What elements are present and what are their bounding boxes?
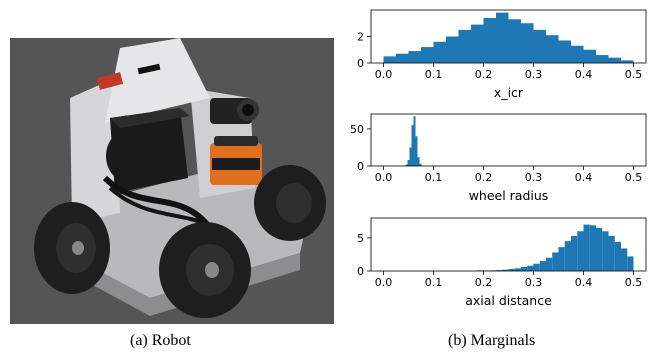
plot-frame xyxy=(370,217,647,272)
histogram-bar xyxy=(521,267,528,271)
x-tick-label: 0.5 xyxy=(625,68,643,81)
x-tick-label: 0.0 xyxy=(375,68,393,81)
histogram-bar xyxy=(413,116,416,166)
y-tick-label: 0 xyxy=(357,160,364,173)
x-tick-label: 0.1 xyxy=(425,171,443,184)
wheel-rear-right xyxy=(254,165,326,241)
histogram-bar xyxy=(558,40,571,63)
x-tick-label: 0.1 xyxy=(425,276,443,289)
histogram-bar xyxy=(421,47,434,63)
histogram-bar xyxy=(627,256,634,271)
histogram-bar xyxy=(415,136,418,166)
histogram-axial-distance: 0.0 0.1 0.2 0.3 0.4 0.5 0 5 axial distance xyxy=(357,217,647,308)
red-tag xyxy=(96,72,124,90)
robot-photo xyxy=(10,38,334,324)
histogram-bar xyxy=(508,269,515,271)
x-tick-label: 0.0 xyxy=(375,276,393,289)
histogram-bar xyxy=(483,17,496,63)
x-axis-label: wheel radius xyxy=(469,188,549,203)
camera-lens-inner xyxy=(242,104,254,116)
caption-marginals: (b) Marginals xyxy=(448,332,536,349)
histogram-bar xyxy=(458,29,471,64)
histogram-bar xyxy=(433,41,446,63)
histogram-wheel-radius: 0.0 0.1 0.2 0.3 0.4 0.5 0 50 wheel radius xyxy=(350,113,647,203)
x-tick-label: 0.3 xyxy=(525,276,543,289)
lidar-window xyxy=(212,158,260,170)
y-tick-label: 50 xyxy=(350,123,364,136)
top-plate xyxy=(105,38,210,123)
histogram-bar xyxy=(396,53,409,63)
histogram-bar xyxy=(583,224,590,272)
histogram-bar xyxy=(383,56,396,64)
histogram-bar xyxy=(571,235,578,271)
electronics-box-top xyxy=(110,108,190,128)
histogram-bar xyxy=(521,23,534,63)
cable-bundle xyxy=(102,175,213,230)
plot-frame xyxy=(370,113,647,167)
histogram-bar xyxy=(471,24,484,63)
wheel-front-left xyxy=(34,202,110,294)
histogram-bar xyxy=(411,125,414,166)
chassis-side xyxy=(65,253,300,316)
histogram-bar xyxy=(608,57,621,63)
histogram-bar xyxy=(546,257,553,271)
x-tick-label: 0.0 xyxy=(375,171,393,184)
y-tick-label: 2 xyxy=(357,31,364,44)
histogram-bar xyxy=(589,225,596,271)
wheel-front-right xyxy=(159,222,251,318)
histogram-bar xyxy=(608,235,615,271)
histogram-bar xyxy=(621,60,634,63)
y-tick-label: 0 xyxy=(357,265,364,278)
histogram-bar xyxy=(502,269,509,271)
histogram-bar xyxy=(496,12,509,63)
top-plate-slot xyxy=(137,63,161,75)
histogram-bar xyxy=(564,241,571,271)
histogram-bar xyxy=(552,252,559,271)
wheel-rear-left xyxy=(106,130,150,182)
histogram-bar xyxy=(496,270,503,271)
histogram-bar xyxy=(508,19,521,64)
histogram-bar xyxy=(583,49,596,63)
x-tick-label: 0.2 xyxy=(475,68,493,81)
x-tick-label: 0.4 xyxy=(575,171,593,184)
histogram-bar xyxy=(533,263,540,271)
histogram-bar xyxy=(539,261,546,271)
histogram-bar xyxy=(408,51,421,63)
histogram-bar xyxy=(446,36,459,63)
caption-robot: (a) Robot xyxy=(130,332,191,349)
histogram-bar xyxy=(571,45,584,63)
x-tick-label: 0.3 xyxy=(525,68,543,81)
histogram-x-icr: 0.0 0.1 0.2 0.3 0.4 0.5 0 2 x_icr xyxy=(357,9,647,100)
histogram-bar xyxy=(417,157,420,166)
histogram-bar xyxy=(546,35,559,63)
x-tick-label: 0.2 xyxy=(475,171,493,184)
x-tick-label: 0.5 xyxy=(625,171,643,184)
histogram-bar xyxy=(621,248,628,271)
x-tick-label: 0.3 xyxy=(525,171,543,184)
x-tick-label: 0.2 xyxy=(475,276,493,289)
histogram-bar xyxy=(407,160,410,166)
x-axis-label: axial distance xyxy=(465,293,552,308)
x-tick-label: 0.4 xyxy=(575,68,593,81)
y-tick-label: 0 xyxy=(357,57,364,70)
x-tick-label: 0.4 xyxy=(575,276,593,289)
histogram-bar xyxy=(409,147,412,166)
histogram-bar xyxy=(558,247,565,271)
x-tick-label: 0.5 xyxy=(625,276,643,289)
histogram-bar xyxy=(514,268,521,271)
histogram-bar xyxy=(527,265,534,271)
histogram-bar xyxy=(614,241,621,271)
x-axis-label: x_icr xyxy=(494,85,524,100)
histogram-bar xyxy=(602,231,609,271)
histogram-bar xyxy=(577,231,584,271)
x-tick-label: 0.1 xyxy=(425,68,443,81)
histogram-bar xyxy=(419,163,422,166)
histogram-bar xyxy=(405,164,408,166)
lidar-cap xyxy=(214,136,258,146)
histogram-bar xyxy=(596,55,609,63)
histogram-bar xyxy=(533,29,546,64)
histogram-bar xyxy=(596,227,603,271)
y-tick-label: 5 xyxy=(357,232,364,245)
